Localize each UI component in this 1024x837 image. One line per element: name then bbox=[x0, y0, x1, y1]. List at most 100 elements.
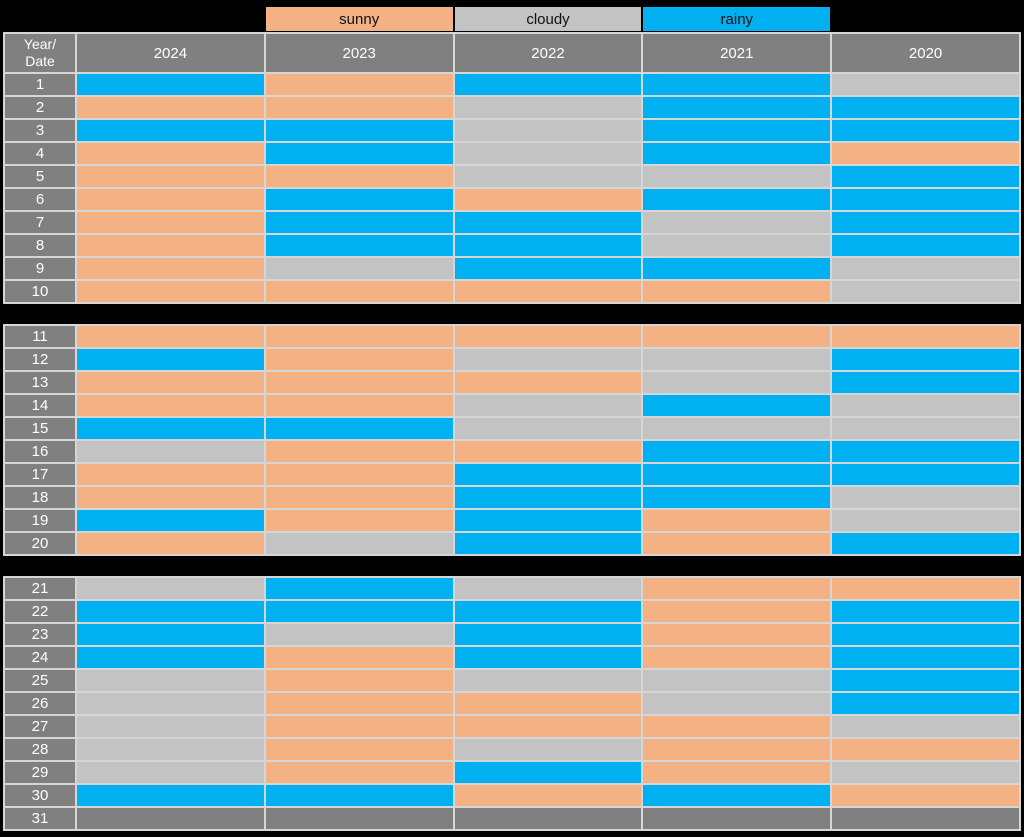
weather-cell bbox=[643, 441, 831, 462]
weather-cell bbox=[454, 166, 642, 187]
weather-cell bbox=[265, 189, 453, 210]
weather-cell bbox=[77, 395, 264, 416]
weather-cell bbox=[643, 372, 831, 393]
weather-cell bbox=[643, 464, 831, 485]
weather-cell bbox=[265, 624, 453, 645]
weather-cell bbox=[832, 418, 1019, 439]
weather-cell bbox=[77, 326, 264, 347]
weather-cell bbox=[832, 624, 1019, 645]
weather-cell bbox=[265, 533, 453, 554]
weather-cell bbox=[643, 166, 831, 187]
weather-cell bbox=[454, 808, 642, 829]
weather-cell bbox=[832, 258, 1019, 279]
legend-row: sunny cloudy rainy bbox=[3, 7, 1021, 31]
weather-cell bbox=[454, 624, 642, 645]
year-header-2021: 2021 bbox=[643, 34, 831, 72]
date-cell: 2 bbox=[5, 97, 75, 118]
weather-cell bbox=[77, 808, 264, 829]
weather-cell bbox=[77, 166, 264, 187]
weather-cell bbox=[77, 258, 264, 279]
weather-cell bbox=[832, 762, 1019, 783]
legend-spacer-2020 bbox=[832, 7, 1019, 31]
date-cell: 3 bbox=[5, 120, 75, 141]
weather-cell bbox=[77, 235, 264, 256]
weather-cell bbox=[265, 418, 453, 439]
weather-cell bbox=[265, 762, 453, 783]
weather-cell bbox=[832, 166, 1019, 187]
weather-cell bbox=[454, 601, 642, 622]
weather-cell bbox=[77, 624, 264, 645]
weather-cell bbox=[265, 601, 453, 622]
weather-cell bbox=[832, 74, 1019, 95]
weather-cell bbox=[454, 578, 642, 599]
weather-cell bbox=[265, 464, 453, 485]
weather-cell bbox=[454, 120, 642, 141]
weather-cell bbox=[643, 693, 831, 714]
weather-cell bbox=[643, 808, 831, 829]
legend-spacer-corner bbox=[5, 7, 75, 31]
weather-cell bbox=[265, 647, 453, 668]
weather-cell bbox=[77, 372, 264, 393]
weather-cell bbox=[454, 510, 642, 531]
weather-cell bbox=[265, 785, 453, 806]
weather-cell bbox=[643, 510, 831, 531]
weather-cell bbox=[454, 716, 642, 737]
weather-cell bbox=[265, 281, 453, 302]
weather-cell bbox=[77, 762, 264, 783]
weather-cell bbox=[643, 785, 831, 806]
weather-cell bbox=[265, 120, 453, 141]
weather-cell bbox=[643, 281, 831, 302]
weather-cell bbox=[265, 441, 453, 462]
weather-cell bbox=[643, 143, 831, 164]
weather-cell bbox=[643, 74, 831, 95]
weather-cell bbox=[832, 326, 1019, 347]
year-header-2020: 2020 bbox=[832, 34, 1019, 72]
weather-cell bbox=[265, 670, 453, 691]
weather-cell bbox=[643, 212, 831, 233]
weather-cell bbox=[832, 97, 1019, 118]
weather-cell bbox=[643, 487, 831, 508]
weather-cell bbox=[265, 395, 453, 416]
date-cell: 20 bbox=[5, 533, 75, 554]
date-cell: 7 bbox=[5, 212, 75, 233]
weather-cell bbox=[77, 670, 264, 691]
weather-cell bbox=[832, 487, 1019, 508]
weather-cell bbox=[454, 97, 642, 118]
weather-cell bbox=[454, 74, 642, 95]
weather-cell bbox=[643, 716, 831, 737]
weather-cell bbox=[265, 166, 453, 187]
weather-cell bbox=[77, 189, 264, 210]
weather-cell bbox=[454, 441, 642, 462]
date-cell: 6 bbox=[5, 189, 75, 210]
weather-cell bbox=[643, 97, 831, 118]
weather-cell bbox=[643, 601, 831, 622]
date-cell: 12 bbox=[5, 349, 75, 370]
weather-cell bbox=[265, 326, 453, 347]
weather-cell bbox=[832, 693, 1019, 714]
weather-cell bbox=[265, 74, 453, 95]
weather-cell bbox=[454, 212, 642, 233]
weather-cell bbox=[832, 349, 1019, 370]
weather-cell bbox=[77, 487, 264, 508]
date-cell: 15 bbox=[5, 418, 75, 439]
weather-cell bbox=[77, 120, 264, 141]
weather-cell bbox=[77, 601, 264, 622]
weather-cell bbox=[265, 143, 453, 164]
weather-cell bbox=[265, 808, 453, 829]
weather-cell bbox=[832, 235, 1019, 256]
weather-cell bbox=[454, 533, 642, 554]
table-section-2: 11 12 13 14 15 16 17 18 19 20 bbox=[3, 324, 1021, 556]
date-cell: 5 bbox=[5, 166, 75, 187]
weather-cell bbox=[643, 533, 831, 554]
weather-cell bbox=[643, 235, 831, 256]
weather-cell bbox=[832, 372, 1019, 393]
date-cell: 26 bbox=[5, 693, 75, 714]
weather-cell bbox=[77, 578, 264, 599]
date-cell: 19 bbox=[5, 510, 75, 531]
weather-cell bbox=[454, 189, 642, 210]
weather-cell bbox=[77, 143, 264, 164]
weather-cell bbox=[454, 372, 642, 393]
weather-cell bbox=[77, 785, 264, 806]
weather-cell bbox=[643, 578, 831, 599]
weather-cell bbox=[265, 739, 453, 760]
